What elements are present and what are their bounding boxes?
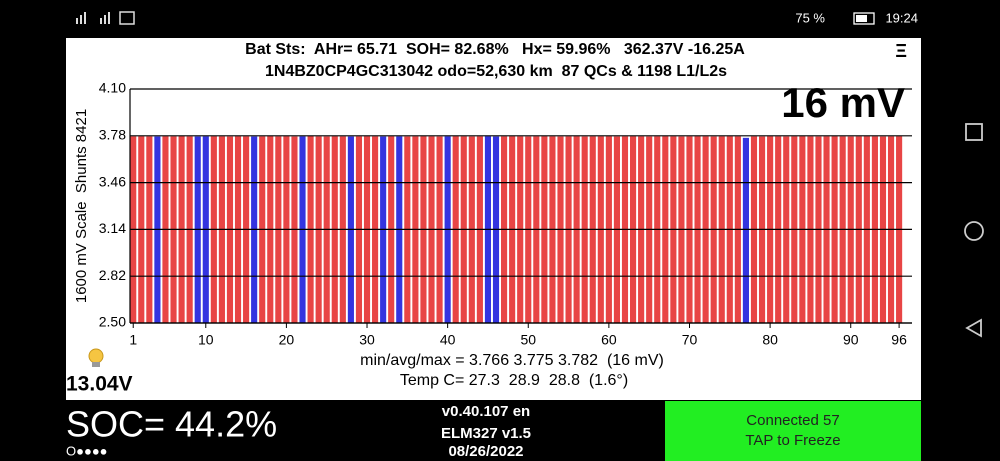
signal-icons	[76, 11, 135, 25]
cell-chart: 2.50 2.82 3.14 3.46 3.78 4.10 1 10 20 30 40 50 60 70 8…	[99, 80, 912, 348]
x-tick-label: 1	[129, 332, 137, 348]
vehicle-info: 1N4BZ0CP4GC313042 odo=52,630 km 87 QCs &…	[265, 63, 727, 80]
freeze-button[interactable]	[665, 401, 921, 461]
spread-label: 16 mV	[781, 79, 905, 126]
battery-level	[856, 15, 867, 22]
temperatures: Temp C= 27.3 28.9 28.8 (1.6°)	[400, 372, 628, 389]
cell-bar	[742, 137, 749, 323]
y-tick-label: 2.82	[99, 267, 126, 283]
app-version: v0.40.107 en	[442, 403, 530, 420]
battery-percent: 75 %	[795, 10, 825, 25]
x-tick-label: 80	[762, 332, 778, 348]
nav-home[interactable]	[964, 221, 984, 241]
nav-back[interactable]	[965, 318, 982, 338]
y-axis-label: 1600 mV Scale Shunts 8421	[73, 109, 90, 303]
y-tick-label: 2.50	[99, 314, 126, 330]
clock: 19:24	[885, 10, 918, 25]
x-tick-label: 30	[359, 332, 375, 348]
connection-status: Connected 57	[746, 412, 839, 429]
x-tick-label: 10	[198, 332, 214, 348]
menu-button[interactable]: Ξ	[895, 41, 907, 61]
x-tick-label: 60	[601, 332, 617, 348]
date: 08/26/2022	[448, 443, 523, 460]
x-tick-label: 90	[843, 332, 859, 348]
y-tick-label: 3.14	[99, 220, 126, 236]
x-tick-label: 50	[520, 332, 536, 348]
freeze-label: TAP to Freeze	[745, 432, 840, 449]
x-tick-label: 96	[891, 332, 907, 348]
x-tick-label: 70	[682, 332, 698, 348]
bulb-icon	[88, 348, 104, 367]
battery-status: Bat Sts: AHr= 65.71 SOH= 82.68% Hx= 59.9…	[245, 41, 745, 58]
battery-icon	[853, 12, 875, 25]
nav-recents[interactable]	[965, 123, 983, 141]
aux-voltage: 13.04V	[66, 373, 133, 396]
y-tick-label: 4.10	[99, 80, 126, 96]
y-tick-label: 3.46	[99, 173, 126, 189]
y-tick-label: 3.78	[99, 127, 126, 143]
page-dots: O●●●●	[66, 443, 108, 458]
x-tick-label: 40	[440, 332, 456, 348]
adapter: ELM327 v1.5	[441, 425, 531, 442]
cell-stats: min/avg/max = 3.766 3.775 3.782 (16 mV)	[360, 352, 664, 369]
soc: SOC= 44.2%	[66, 404, 277, 445]
x-tick-label: 20	[279, 332, 295, 348]
